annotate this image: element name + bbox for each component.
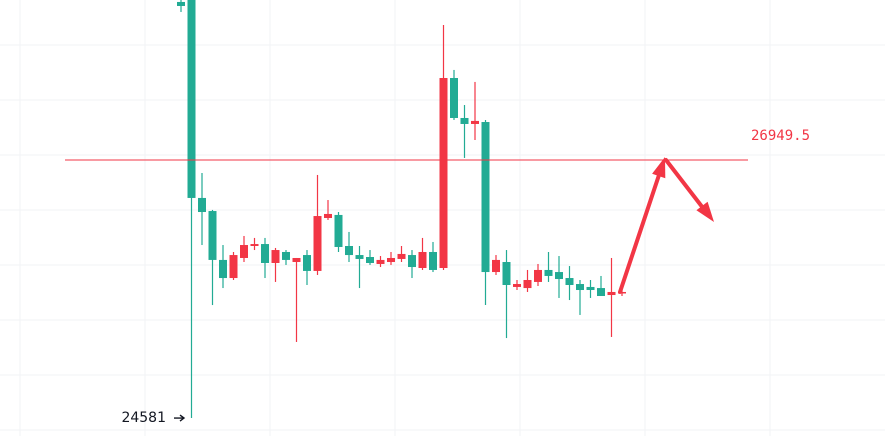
candle-body — [523, 279, 532, 289]
candle-body — [376, 259, 385, 264]
candle-body — [177, 1, 185, 6]
candle-body — [439, 78, 448, 269]
candle-body — [208, 211, 217, 260]
candle-body — [334, 214, 343, 247]
candle-body — [271, 250, 280, 263]
candle-body — [418, 251, 427, 269]
candle-body — [219, 259, 227, 279]
candle-body — [460, 117, 469, 124]
candle-body — [492, 259, 500, 273]
candle-body — [240, 245, 248, 258]
forecast-arrows — [618, 157, 714, 294]
low-arrow — [174, 414, 186, 422]
candle-body — [198, 197, 206, 213]
candle-body — [586, 286, 595, 291]
candle-body — [397, 253, 406, 259]
candle-body — [366, 257, 374, 263]
candle-body — [387, 257, 395, 263]
candle-body — [313, 216, 322, 271]
candles — [177, 0, 626, 419]
arrow-down — [664, 158, 705, 210]
candle-body — [544, 269, 553, 276]
candle-body — [597, 288, 605, 297]
arrow-up — [618, 173, 661, 294]
candle-body — [481, 122, 490, 273]
candle-body — [187, 0, 196, 198]
candle-body — [450, 78, 458, 118]
candle-body — [408, 255, 416, 268]
candle-body — [565, 278, 574, 286]
candle-body — [513, 284, 521, 287]
candle-body — [555, 272, 563, 280]
price-line-label: 26949.5 — [751, 128, 810, 144]
candle-body — [282, 251, 290, 260]
candle-body — [250, 244, 259, 246]
candle-body — [355, 255, 364, 259]
candle-body — [502, 262, 511, 286]
candle-body — [534, 269, 542, 282]
candle-body — [324, 213, 332, 218]
candle-body — [261, 244, 269, 263]
candle-body — [429, 251, 437, 270]
candle-body — [229, 255, 238, 279]
arrow-head — [696, 201, 714, 222]
arrow-head — [652, 157, 666, 179]
candle-body — [618, 291, 626, 294]
candle-body — [345, 245, 353, 256]
low-label: 24581 — [121, 410, 166, 426]
candle-body — [471, 120, 479, 124]
candle-body — [607, 291, 616, 296]
candle-body — [576, 284, 584, 291]
candle-body — [292, 257, 301, 263]
candle-body — [303, 255, 311, 271]
